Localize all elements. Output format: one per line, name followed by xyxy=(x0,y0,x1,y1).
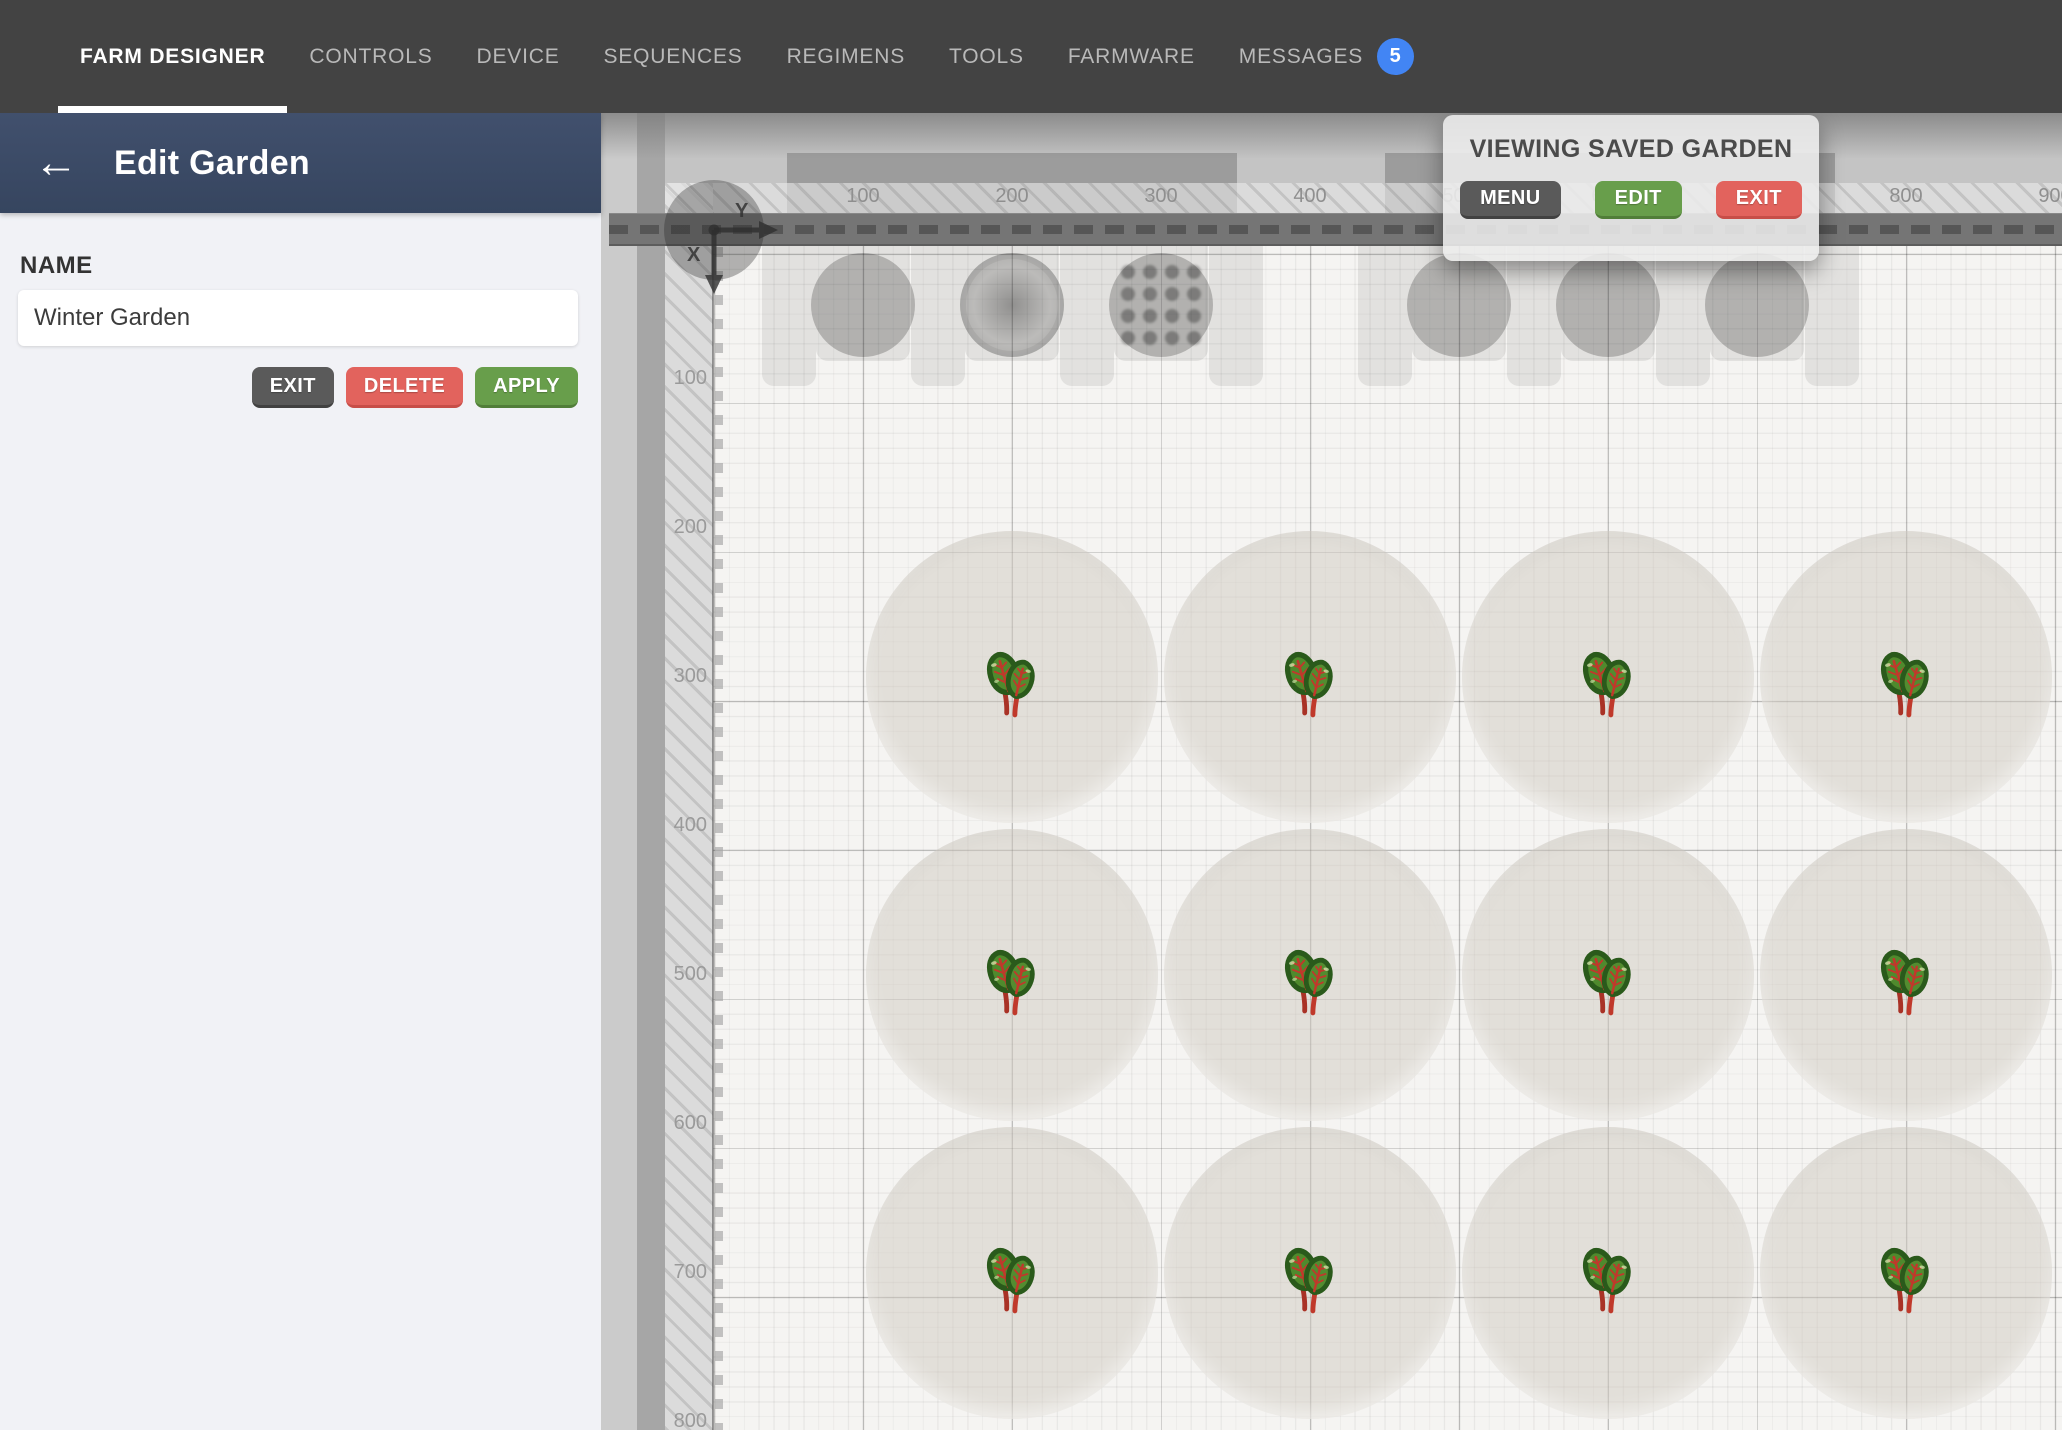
top-nav: FARM DESIGNER CONTROLS DEVICE SEQUENCES REGI… xyxy=(0,0,2062,113)
x-ruler-label: 900 xyxy=(2038,185,2062,207)
delete-button[interactable]: DELETE xyxy=(345,367,464,408)
toolbay-slot-divider xyxy=(1655,243,1710,386)
y-track-line xyxy=(712,243,714,1430)
viewing-saved-garden-popup: VIEWING SAVED GARDEN MENU EDIT EXIT xyxy=(1443,115,1819,261)
gantry-bar xyxy=(609,213,2062,246)
nav-tabs: FARM DESIGNER CONTROLS DEVICE SEQUENCES REGI… xyxy=(58,0,1436,113)
x-ruler-label: 300 xyxy=(1144,185,1178,207)
tab-regimens[interactable]: REGIMENS xyxy=(786,44,906,68)
chard-plant-icon[interactable] xyxy=(1579,649,1637,719)
chard-plant-icon[interactable] xyxy=(1579,1245,1637,1315)
panel-header: ← Edit Garden xyxy=(0,113,601,213)
chard-plant-icon[interactable] xyxy=(1281,1245,1339,1315)
toolbay-slot-divider xyxy=(910,243,965,386)
garden-name-input[interactable] xyxy=(18,290,578,346)
toolbay-slot xyxy=(1561,243,1655,361)
chard-plant-icon[interactable] xyxy=(1281,947,1339,1017)
chard-plant-icon[interactable] xyxy=(983,1245,1041,1315)
y-ruler-label: 500 xyxy=(673,963,707,985)
chard-plant-icon[interactable] xyxy=(1579,947,1637,1017)
tool-plain-icon[interactable] xyxy=(1407,253,1511,357)
map-border-top xyxy=(665,183,2062,213)
edit-button[interactable]: EDIT xyxy=(1594,181,1682,219)
y-ruler-label: 300 xyxy=(673,665,707,687)
x-ruler-label: 200 xyxy=(995,185,1029,207)
tab-device[interactable]: DEVICE xyxy=(476,44,560,68)
menu-button[interactable]: MENU xyxy=(1460,181,1561,219)
tool-plain-icon[interactable] xyxy=(811,253,915,357)
tab-sequences[interactable]: SEQUENCES xyxy=(603,44,743,68)
chard-plant-icon[interactable] xyxy=(1281,649,1339,719)
y-ruler-label: 100 xyxy=(673,367,707,389)
popup-button-row: MENU EDIT EXIT xyxy=(1460,181,1802,219)
tool-plain-icon[interactable] xyxy=(1705,253,1809,357)
gantry-track-dashes xyxy=(609,225,2062,234)
panel-button-row: EXIT DELETE APPLY xyxy=(18,367,578,408)
back-arrow-icon[interactable]: ← xyxy=(34,138,78,187)
tool-seed-bin-icon[interactable] xyxy=(1109,253,1213,357)
svg-text:Y: Y xyxy=(735,200,749,222)
y-ruler-label: 600 xyxy=(673,1112,707,1134)
chard-plant-icon[interactable] xyxy=(983,649,1041,719)
tool-rotary-icon[interactable] xyxy=(960,253,1064,357)
toolbay-slot-divider xyxy=(1208,243,1263,386)
garden-map[interactable]: Y X 100 200 300 400 500 600 700 800 900 100 200 300… xyxy=(601,113,2062,1430)
x-ruler-label: 400 xyxy=(1293,185,1327,207)
toolbay-slot-divider xyxy=(1357,243,1412,386)
x-ruler-label: 100 xyxy=(846,185,880,207)
tab-farmware[interactable]: FARMWARE xyxy=(1067,44,1195,68)
tab-controls[interactable]: CONTROLS xyxy=(309,44,433,68)
exit-button[interactable]: EXIT xyxy=(251,367,334,408)
toolbay-slot xyxy=(965,243,1059,361)
chard-plant-icon[interactable] xyxy=(1877,649,1935,719)
origin-axes-icon: Y X xyxy=(687,200,778,294)
tab-messages[interactable]: MESSAGES 5 xyxy=(1217,0,1436,113)
toolbay-slot-divider xyxy=(761,243,816,386)
y-ruler-label: 700 xyxy=(673,1261,707,1283)
popup-title: VIEWING SAVED GARDEN xyxy=(1469,135,1793,163)
apply-button[interactable]: APPLY xyxy=(475,367,578,408)
tab-tools[interactable]: TOOLS xyxy=(949,44,1024,68)
svg-text:X: X xyxy=(687,244,701,266)
chard-plant-icon[interactable] xyxy=(983,947,1041,1017)
map-border-left xyxy=(665,183,713,1430)
edit-garden-panel: ← Edit Garden NAME EXIT DELETE APPLY xyxy=(0,113,601,1430)
y-ruler-label: 200 xyxy=(673,516,707,538)
toolbay-slot xyxy=(1412,243,1506,361)
popup-exit-button[interactable]: EXIT xyxy=(1715,181,1802,219)
y-track-dashes xyxy=(715,247,723,1430)
toolbay-slot xyxy=(816,243,910,361)
x-ruler-label: 800 xyxy=(1889,185,1923,207)
y-ruler-label: 400 xyxy=(673,814,707,836)
seed-bin-dots xyxy=(1121,265,1201,345)
toolbay-slot-divider xyxy=(1059,243,1114,386)
name-label: NAME xyxy=(20,252,93,279)
toolbay-slot xyxy=(1114,243,1208,361)
tab-farm-designer[interactable]: FARM DESIGNER xyxy=(58,0,288,113)
tool-plain-icon[interactable] xyxy=(1556,253,1660,357)
toolbay-slot-divider xyxy=(1804,243,1859,386)
toolbay-slot-divider xyxy=(1506,243,1561,386)
page-title: Edit Garden xyxy=(114,143,310,182)
toolbay-slot xyxy=(1710,243,1804,361)
y-ruler-label: 800 xyxy=(673,1410,707,1430)
map-left-edge xyxy=(637,113,665,1430)
chard-plant-icon[interactable] xyxy=(1877,1245,1935,1315)
messages-count-badge: 5 xyxy=(1377,38,1415,75)
map-left-margin xyxy=(601,113,637,1430)
chard-plant-icon[interactable] xyxy=(1877,947,1935,1017)
